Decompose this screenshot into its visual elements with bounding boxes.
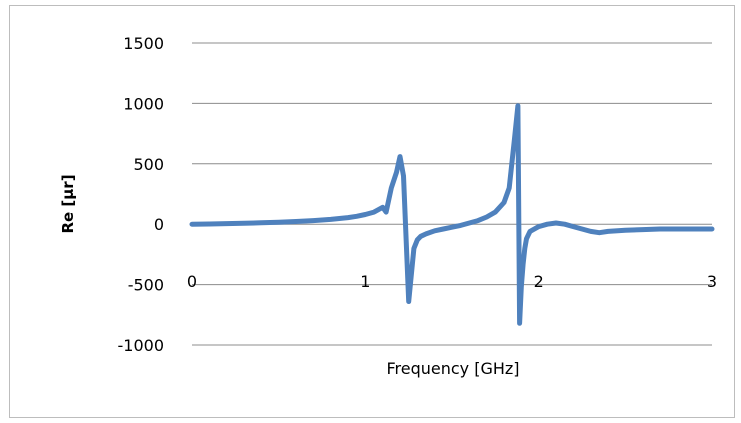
x-tick-label: 3 bbox=[707, 272, 717, 291]
x-tick-label: 0 bbox=[187, 272, 197, 291]
x-axis-tick-labels: 0 1 2 3 bbox=[187, 272, 717, 291]
y-tick-label: -1000 bbox=[118, 336, 165, 355]
x-tick-label: 1 bbox=[360, 272, 370, 291]
x-axis-label: Frequency [GHz] bbox=[386, 359, 519, 378]
gridlines bbox=[192, 42, 712, 346]
chart-svg: 1500 1000 500 0 -500 -1000 0 1 2 3 Re [µr] Frequ… bbox=[59, 34, 717, 378]
y-tick-label: 500 bbox=[133, 155, 164, 174]
y-tick-label: 1000 bbox=[123, 94, 164, 113]
plot-area bbox=[189, 103, 715, 326]
y-tick-label: -500 bbox=[128, 276, 164, 295]
x-tick-label: 2 bbox=[534, 272, 544, 291]
y-tick-label: 1500 bbox=[123, 34, 164, 53]
chart-frame: 1500 1000 500 0 -500 -1000 0 1 2 3 Re [µr] Frequ… bbox=[9, 5, 735, 418]
y-axis-label: Re [µr] bbox=[59, 174, 77, 233]
y-tick-label: 0 bbox=[154, 215, 164, 234]
series-line bbox=[189, 103, 715, 326]
y-axis-tick-labels: 1500 1000 500 0 -500 -1000 bbox=[118, 34, 165, 355]
